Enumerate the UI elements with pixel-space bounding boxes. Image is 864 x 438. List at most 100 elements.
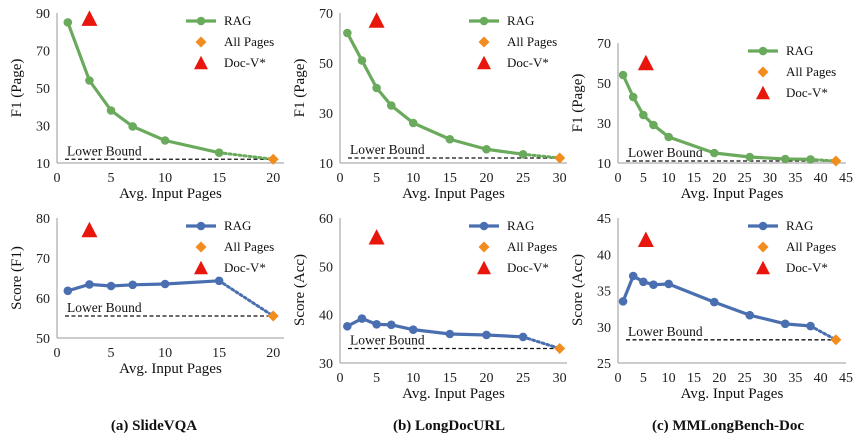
rag-point — [780, 154, 790, 164]
rag-point — [628, 92, 638, 102]
rag-point — [63, 286, 73, 296]
rag-point — [214, 276, 224, 286]
x-tick-label: 20 — [479, 171, 493, 186]
x-tick-label: 0 — [615, 371, 622, 386]
lower-bound-label: Lower Bound — [350, 333, 425, 348]
legend-rag-label: RAG — [786, 218, 813, 233]
y-tick-label: 10 — [319, 157, 333, 172]
legend: RAG All Pages Doc-V* — [186, 13, 274, 70]
legend-all-pages-marker — [757, 241, 769, 253]
x-tick-label: 40 — [814, 371, 828, 386]
rag-point — [128, 280, 137, 290]
x-tick-label: 30 — [763, 371, 777, 386]
all-pages-point — [554, 343, 566, 354]
x-tick-label: 0 — [54, 171, 61, 186]
rag-point — [618, 70, 628, 80]
lower-bound-label: Lower Bound — [350, 142, 425, 157]
y-tick-label: 60 — [36, 292, 50, 307]
y-tick-label: 50 — [319, 57, 333, 72]
y-tick-label: 50 — [319, 260, 333, 275]
legend-all-pages-label: All Pages — [786, 239, 836, 254]
rag-point — [445, 329, 455, 339]
legend: RAG All Pages Doc-V* — [469, 218, 557, 275]
y-tick-label: 70 — [36, 45, 50, 60]
y-tick-label: 70 — [597, 37, 611, 52]
y-tick-label: 25 — [597, 357, 611, 372]
y-tick-label: 30 — [319, 107, 333, 122]
rag-point — [709, 297, 719, 307]
rag-point — [806, 321, 815, 331]
y-axis-label: F1 (Page) — [292, 59, 308, 118]
rag-series-line — [66, 21, 220, 155]
all-pages-point — [830, 155, 842, 167]
x-tick-label: 10 — [662, 171, 676, 186]
rag-point — [106, 106, 116, 115]
x-tick-label: 0 — [54, 346, 61, 361]
rag-extension-line — [809, 324, 838, 342]
doc-v-point — [81, 221, 98, 238]
x-tick-label: 25 — [516, 171, 530, 186]
x-tick-label: 15 — [443, 371, 457, 386]
x-tick-label: 25 — [516, 371, 530, 386]
all-pages-point — [267, 153, 279, 165]
caption-longdocurl: (b) LongDocURL — [393, 418, 505, 434]
chart-panel-top-left: 10 30 50 70 90 0 5 10 15 20 Avg. Input Pages F1 (Pa… — [9, 7, 284, 202]
y-tick-label: 30 — [597, 321, 611, 336]
x-tick-label: 40 — [814, 171, 828, 186]
rag-point — [106, 281, 116, 291]
chart-panel-top-middle: 10 30 50 70 0 5 10 15 20 25 30 Avg. Input Pages F1 (… — [292, 7, 567, 202]
rag-point — [628, 271, 638, 281]
rag-point — [482, 144, 491, 154]
y-tick-label: 30 — [597, 117, 611, 132]
rag-point — [445, 134, 455, 144]
y-tick-label: 45 — [597, 212, 611, 227]
x-tick-label: 0 — [615, 171, 622, 186]
x-tick-label: 15 — [687, 371, 701, 386]
rag-point — [343, 321, 352, 331]
caption-mmlongbench-doc: (c) MMLongBench-Doc — [652, 418, 804, 434]
rag-series-line — [345, 32, 524, 156]
rag-point — [649, 280, 658, 290]
legend-rag-marker — [758, 221, 768, 231]
legend-doc-v-marker — [756, 85, 770, 100]
chart-panel-top-right: 10 30 50 70 0 5 10 15 20 25 30 35 40 45 Avg. Input Pag… — [570, 37, 853, 202]
x-axis-label: Avg. Input Pages — [681, 186, 784, 202]
y-tick-label: 10 — [36, 157, 50, 172]
rag-point — [357, 56, 367, 65]
y-tick-label: 30 — [319, 357, 333, 372]
x-axis-label: Avg. Input Pages — [119, 361, 222, 377]
rag-point — [664, 279, 673, 289]
legend-rag-marker — [196, 16, 206, 26]
y-tick-label: 10 — [597, 157, 611, 172]
x-tick-label: 30 — [763, 171, 777, 186]
x-tick-label: 35 — [788, 371, 802, 386]
x-tick-label: 25 — [738, 171, 752, 186]
y-axis-label: F1 (Page) — [570, 74, 586, 133]
x-tick-label: 45 — [839, 371, 853, 386]
x-tick-label: 10 — [158, 346, 172, 361]
all-pages-point — [267, 310, 279, 322]
x-tick-label: 10 — [406, 171, 420, 186]
legend-doc-v-marker — [756, 260, 770, 275]
legend-doc-v-label: Doc-V* — [786, 260, 828, 275]
lower-bound-label: Lower Bound — [67, 300, 142, 315]
y-tick-label: 70 — [36, 252, 50, 267]
chart-panel-bottom-right: 25 30 35 40 45 0 5 10 15 20 25 30 35 40 45 Avg. Input P… — [570, 212, 853, 402]
legend-doc-v-label: Doc-V* — [224, 260, 266, 275]
y-axis-label: Score (F1) — [9, 246, 25, 310]
legend: RAG All Pages Doc-V* — [469, 13, 557, 70]
x-tick-label: 25 — [738, 371, 752, 386]
y-axis-label: Score (Acc) — [292, 254, 308, 326]
x-tick-label: 20 — [479, 371, 493, 386]
x-tick-label: 30 — [553, 171, 567, 186]
rag-point — [806, 155, 815, 164]
rag-point — [745, 310, 755, 320]
x-tick-label: 5 — [373, 371, 380, 386]
legend-rag-marker — [758, 46, 768, 56]
y-tick-label: 40 — [597, 248, 611, 263]
rag-point — [343, 28, 352, 38]
doc-v-point — [637, 54, 654, 71]
rag-extension-line — [521, 335, 562, 350]
